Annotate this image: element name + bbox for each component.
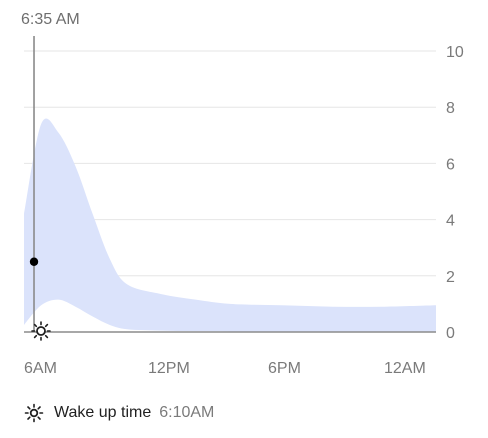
sun-icon	[24, 403, 44, 423]
y-tick-label: 10	[446, 44, 464, 61]
cursor-point[interactable]	[29, 257, 39, 266]
y-tick-label: 6	[446, 156, 455, 173]
chart-area-layer	[24, 118, 436, 332]
x-tick-label: 12AM	[384, 360, 426, 377]
cursor-time-label: 6:35 AM	[21, 11, 80, 28]
y-tick-label: 2	[446, 269, 455, 286]
chart-cursor-layer[interactable]	[29, 36, 51, 341]
x-tick-label: 6PM	[268, 360, 301, 377]
wake-up-legend: Wake up time 6:10AM	[24, 403, 214, 423]
x-tick-label: 6AM	[24, 360, 57, 377]
wake-up-time: 6:10AM	[159, 404, 215, 421]
y-tick-label: 4	[446, 213, 455, 230]
y-tick-label: 0	[446, 325, 455, 342]
energy-range-band	[24, 118, 436, 332]
wake-sun-icon	[31, 321, 51, 341]
chart-tick-labels: 0 2 4 6 8 10 6AM 12PM 6PM 12AM	[24, 44, 464, 377]
wake-up-label: Wake up time	[54, 404, 152, 421]
x-tick-label: 12PM	[148, 360, 190, 377]
y-tick-label: 8	[446, 100, 455, 117]
